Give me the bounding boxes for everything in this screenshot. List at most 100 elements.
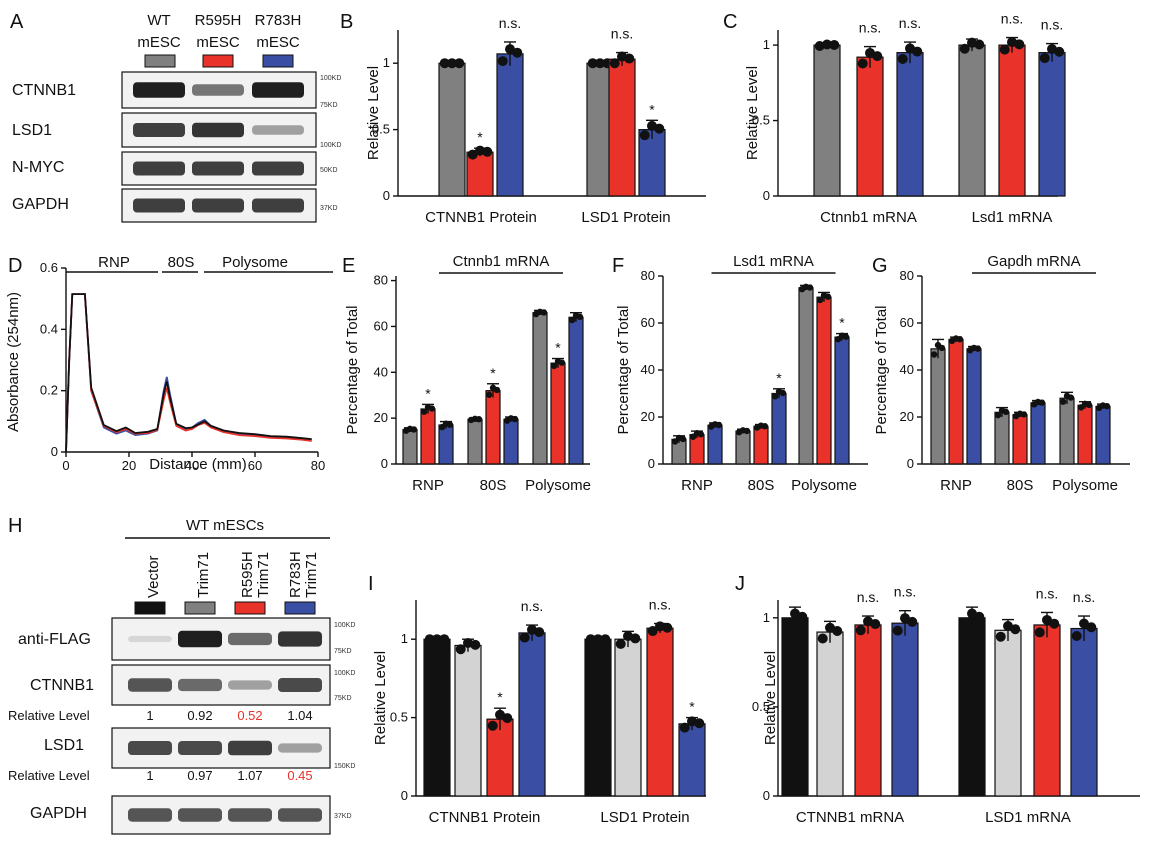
bar-i-bar <box>454 644 482 797</box>
bar-f-replicate-point <box>743 427 751 435</box>
blot-h-mw-75kd-2: 75KD <box>334 695 352 702</box>
bar-c-replicate-point <box>959 43 970 54</box>
region-label-rnp: RNP <box>98 254 130 271</box>
bar-j-replicate-point <box>1086 622 1097 633</box>
bar-c-replicate-point <box>1014 39 1025 50</box>
bar-j-replicate-point <box>892 625 903 636</box>
panel-letter-d: D <box>8 255 22 277</box>
polysome-xtick-label: 20 <box>122 458 136 473</box>
bar-e-replicate-point <box>493 386 501 394</box>
blot-band <box>192 122 244 138</box>
bar-j-replicate-point <box>974 611 985 622</box>
bar-i-category-label: CTNNB1 Protein <box>429 809 541 826</box>
bar-e-bar <box>467 418 483 465</box>
bar-e-y-axis-label: Percentage of Total <box>344 306 361 435</box>
bar-e-ytick-label: 0 <box>381 456 388 471</box>
blot-band <box>252 125 304 135</box>
blot-band <box>128 808 172 822</box>
bar-b-replicate-point <box>587 58 598 69</box>
bar-e-replicate-point <box>410 426 418 433</box>
bar-e-ytick-label: 60 <box>374 318 388 333</box>
polysome-xtick-label: 0 <box>62 458 69 473</box>
bar-f-category-label: RNP <box>681 477 713 494</box>
bar-j-ytick-label: 0 <box>763 788 770 803</box>
bar-chart-e: 0 20 40 60 80 Percentage of Total Ctnnb1 mRNA R… <box>344 253 591 494</box>
panel-letter-c: C <box>723 11 737 33</box>
polysome-ytick-label: 0 <box>51 444 58 459</box>
swatch-wt <box>144 54 176 68</box>
bar-c-bar <box>896 52 924 197</box>
bar-e-bar <box>485 390 501 465</box>
bar-e-significance-label: * <box>555 340 561 356</box>
bar-i-bar <box>614 638 642 797</box>
bar-g-category-label: 80S <box>1007 477 1034 494</box>
blot-band <box>252 161 304 176</box>
blot-band <box>192 84 244 96</box>
blot-band <box>178 630 222 648</box>
bar-e-category-label: Polysome <box>525 477 591 494</box>
bar-j-replicate-point <box>1010 624 1021 635</box>
bar-e-significance-label: * <box>490 365 496 381</box>
bar-c-ytick-label: 0 <box>763 188 770 203</box>
bar-b-replicate-point <box>447 58 457 69</box>
bar-g-title: Gapdh mRNA <box>987 253 1080 270</box>
bar-i-replicate-point <box>679 722 690 733</box>
panel-letter-b: B <box>340 11 353 33</box>
blot-h-relative-value: 0.52 <box>237 708 262 723</box>
bar-g-replicate-point <box>1020 411 1028 418</box>
blot-band <box>278 743 322 753</box>
bar-c-y-axis-label: Relative Level <box>744 66 761 160</box>
blot-h-relative-value: 1 <box>146 708 153 723</box>
bar-g-replicate-point <box>956 336 964 343</box>
bar-b-significance-label: * <box>649 101 655 117</box>
bar-g-replicate-point <box>1059 398 1067 405</box>
bar-c-replicate-point <box>829 39 840 50</box>
bar-c-replicate-point <box>1054 46 1065 57</box>
swatch-r595h-trim71 <box>234 601 266 615</box>
blot-h-col-3-line2: Trim71 <box>255 552 272 598</box>
bar-f-y-axis-label: Percentage of Total <box>615 306 632 435</box>
bar-c-category-label: Ctnnb1 mRNA <box>820 209 917 226</box>
polysome-axes: 0 0.2 0.4 0.6 0 20 40 60 80 <box>40 260 325 473</box>
bar-c-bar <box>813 44 841 197</box>
bar-i-bar <box>486 718 514 797</box>
blot-band <box>228 740 272 756</box>
bar-f-replicate-point <box>761 423 769 430</box>
blot-band <box>228 808 272 822</box>
bar-j-replicate-point <box>817 633 828 644</box>
polysome-ytick-label: 0.2 <box>40 383 58 398</box>
bar-e-bar <box>402 429 418 465</box>
bar-b-ytick-label: 0 <box>383 188 390 203</box>
swatch-r595h <box>202 54 234 68</box>
bar-b-replicate-point <box>497 56 508 67</box>
swatch-r783h-trim71 <box>284 601 316 615</box>
bar-c-replicate-point <box>872 51 883 62</box>
bar-e-bar <box>438 424 454 465</box>
bar-b-replicate-point <box>624 53 635 64</box>
bar-i-significance-label: * <box>497 689 503 705</box>
panel-letter-a: A <box>10 11 24 33</box>
blot-h-row-label-ctnnb1: CTNNB1 <box>30 677 94 694</box>
bar-f-replicate-point <box>679 435 687 443</box>
bar-j-replicate-point <box>907 616 918 627</box>
blot-h-header: WT mESCs <box>186 517 264 534</box>
bar-g-bar <box>994 411 1010 465</box>
bar-e-replicate-point <box>576 313 584 321</box>
bar-g-ytick-label: 60 <box>900 315 914 330</box>
bar-g-replicate-point <box>1038 399 1046 406</box>
bar-i-replicate-point <box>487 720 498 731</box>
bar-i-y-axis-label: Relative Level <box>372 651 389 745</box>
bar-g-bar <box>1059 397 1075 465</box>
bar-e-category-label: RNP <box>412 477 444 494</box>
bar-g-replicate-point <box>974 345 982 352</box>
bar-f-ytick-label: 80 <box>641 268 655 283</box>
bar-i-replicate-point <box>593 634 603 645</box>
bar-f-bar <box>798 287 814 465</box>
bar-e-replicate-point <box>550 362 558 370</box>
bar-i-replicate-point <box>439 634 450 645</box>
bar-b-bar <box>466 151 494 197</box>
bar-e-bar <box>420 408 436 465</box>
blot-band <box>128 635 172 643</box>
blot-h-relative-values: 1 0.92 0.52 1.04 1 0.97 1.07 0.45 <box>146 708 312 783</box>
